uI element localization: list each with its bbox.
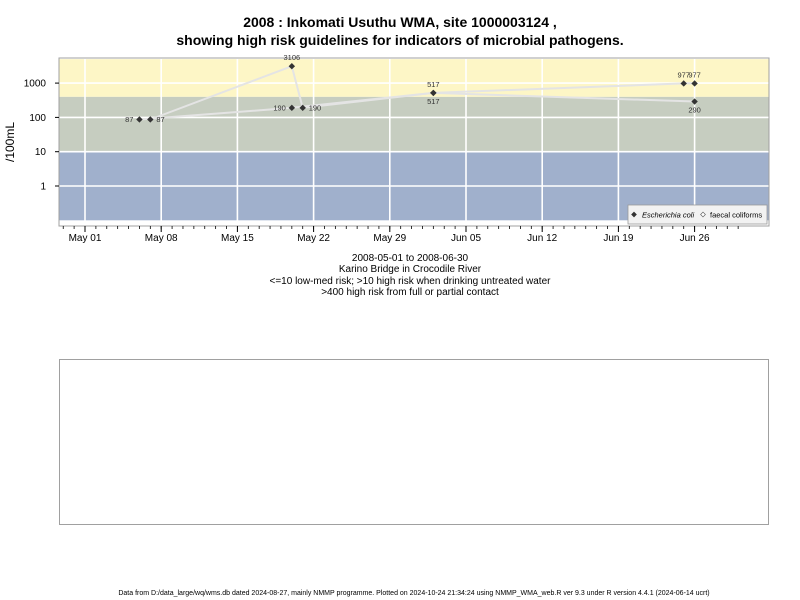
y-axis-label: /100mL [3,122,17,162]
x-tick-label: May 01 [69,233,102,244]
data-point [299,104,306,112]
data-label: 87 [125,115,133,124]
y-tick-label: 10 [35,147,47,158]
y-tick-label: 100 [29,113,46,124]
data-label: 190 [309,103,322,112]
data-point [691,98,698,105]
x-tick-label: Jun 05 [451,233,481,244]
x-tick-label: Jun 26 [680,233,710,244]
data-label: 977 [688,70,701,79]
data-point [430,89,437,97]
data-point [288,104,296,112]
data-point [680,80,687,87]
x-tick-label: Jun 19 [603,233,633,244]
x-tick-label: May 22 [297,233,330,244]
data-label: 3106 [283,53,300,62]
x-tick-label: May 15 [221,233,254,244]
risk-band-2 [59,59,769,97]
data-point [147,116,154,123]
y-tick-label: 1000 [24,79,47,90]
risk-guideline-text-1: <=10 low-med risk; >10 high risk when dr… [269,276,551,287]
data-label: 290 [688,106,701,115]
chart-plot: 1 10 100 1000 May 01 May 08 May 15 May 22 May 29… [3,53,770,244]
data-label: 977 [677,70,690,79]
x-tick-label: Jun 12 [527,233,557,244]
data-label: 517 [427,80,440,89]
data-point [691,80,698,87]
chart-title: 2008 : Inkomati Usuthu WMA, site 1000003… [243,14,557,30]
x-tick-label: May 08 [145,233,178,244]
legend-box [627,204,768,225]
legend-marker [631,211,637,218]
date-range-text: 2008-05-01 to 2008-06-30 [351,253,469,264]
empty-plot-panel [59,359,769,525]
x-tick-label: May 29 [373,233,406,244]
data-label: 517 [427,97,440,106]
site-name-text: Karino Bridge in Crocodile River [338,264,482,275]
data-label: 190 [273,103,286,112]
data-point [288,63,296,70]
plot-border [58,57,770,227]
data-point [136,116,143,123]
legend-entry-ecoli: Escherichia coli [642,210,694,219]
y-tick-label: 1 [40,182,46,193]
legend-marker [700,211,706,218]
chart-subtitle: showing high risk guidelines for indicat… [176,32,624,48]
data-label: 87 [156,115,164,124]
risk-band-1 [59,96,769,152]
legend-entry-faecal: faecal coliforms [710,210,762,219]
risk-guideline-text-2: >400 high risk from full or partial cont… [321,287,499,298]
footer-note: Data from D:/data_large/wq/wms.db dated … [118,590,710,597]
